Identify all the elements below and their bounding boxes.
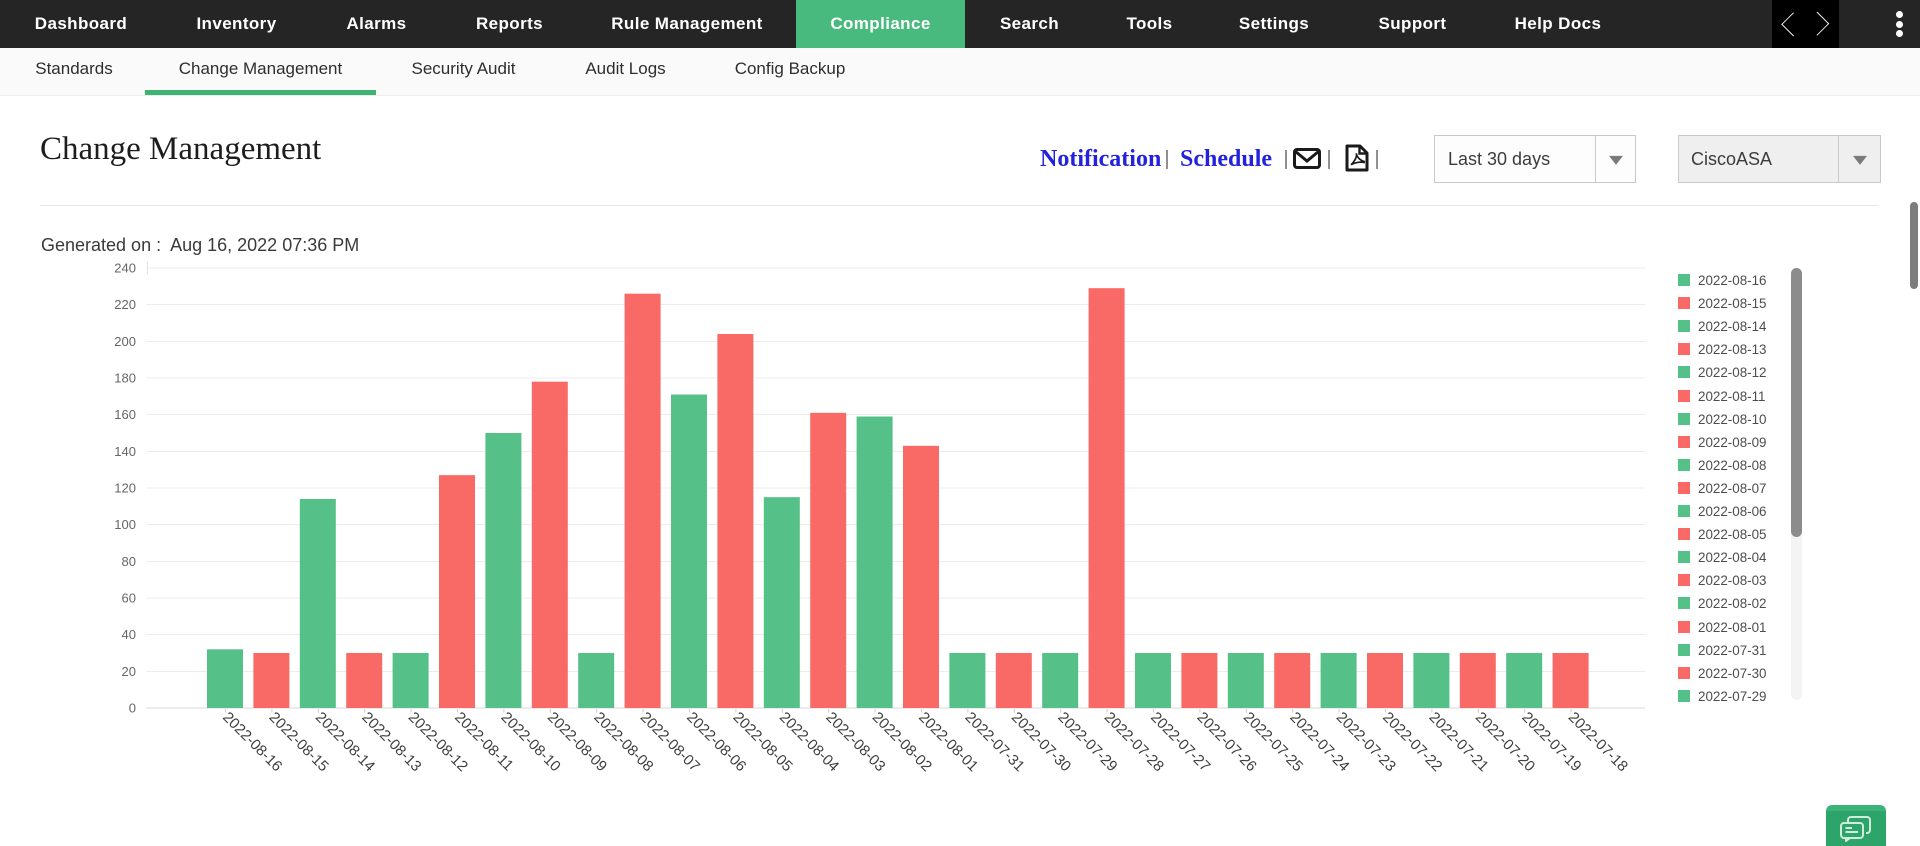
svg-text:140: 140 — [114, 444, 136, 459]
svg-text:20: 20 — [122, 664, 136, 679]
svg-text:2022-07-30: 2022-07-30 — [1008, 709, 1074, 775]
svg-text:60: 60 — [122, 591, 136, 606]
svg-text:2022-08-16: 2022-08-16 — [219, 709, 285, 775]
svg-text:2022-07-24: 2022-07-24 — [1286, 709, 1352, 775]
svg-text:2022-08-04: 2022-08-04 — [776, 709, 842, 775]
svg-text:2022-07-22: 2022-07-22 — [1379, 709, 1445, 775]
svg-text:2022-08-12: 2022-08-12 — [405, 709, 471, 775]
svg-text:2022-08-05: 2022-08-05 — [730, 709, 796, 775]
svg-text:2022-07-21: 2022-07-21 — [1426, 709, 1492, 775]
svg-text:2022-07-25: 2022-07-25 — [1240, 709, 1306, 775]
svg-text:2022-08-06: 2022-08-06 — [683, 709, 749, 775]
svg-text:2022-07-31: 2022-07-31 — [962, 709, 1028, 775]
svg-text:220: 220 — [114, 297, 136, 312]
svg-text:120: 120 — [114, 481, 136, 496]
svg-text:240: 240 — [114, 261, 136, 276]
svg-text:2022-08-11: 2022-08-11 — [451, 709, 516, 774]
svg-text:160: 160 — [114, 407, 136, 422]
svg-text:2022-08-03: 2022-08-03 — [822, 709, 888, 775]
svg-text:2022-07-23: 2022-07-23 — [1333, 709, 1399, 775]
svg-text:2022-07-29: 2022-07-29 — [1054, 709, 1120, 775]
svg-text:2022-08-02: 2022-08-02 — [869, 709, 935, 775]
svg-text:180: 180 — [114, 371, 136, 386]
svg-text:0: 0 — [129, 701, 136, 716]
svg-text:2022-07-26: 2022-07-26 — [1194, 709, 1260, 775]
svg-text:2022-07-18: 2022-07-18 — [1565, 709, 1631, 775]
svg-text:2022-08-10: 2022-08-10 — [498, 709, 564, 775]
svg-text:100: 100 — [114, 517, 136, 532]
svg-text:2022-08-15: 2022-08-15 — [266, 709, 332, 775]
svg-text:2022-08-07: 2022-08-07 — [637, 709, 703, 775]
svg-text:200: 200 — [114, 334, 136, 349]
svg-text:2022-08-14: 2022-08-14 — [312, 709, 378, 775]
svg-text:2022-07-20: 2022-07-20 — [1472, 709, 1538, 775]
svg-text:2022-08-08: 2022-08-08 — [590, 709, 656, 775]
svg-text:2022-08-09: 2022-08-09 — [544, 709, 610, 775]
svg-text:2022-07-27: 2022-07-27 — [1147, 709, 1213, 775]
svg-text:2022-08-01: 2022-08-01 — [915, 709, 981, 775]
svg-text:2022-08-13: 2022-08-13 — [358, 709, 424, 775]
svg-text:40: 40 — [122, 627, 136, 642]
svg-text:80: 80 — [122, 554, 136, 569]
svg-text:2022-07-19: 2022-07-19 — [1518, 709, 1584, 775]
svg-text:2022-07-28: 2022-07-28 — [1101, 709, 1167, 775]
